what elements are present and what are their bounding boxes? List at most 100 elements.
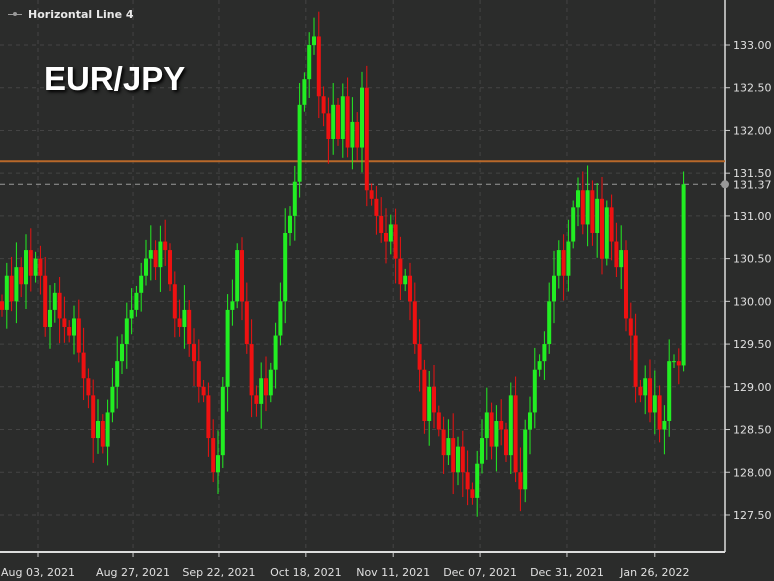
y-tick-label: 132.00 (733, 124, 772, 137)
candle-down (422, 359, 427, 434)
candle-body (648, 378, 652, 413)
candle-body (417, 344, 422, 370)
candle-down (38, 245, 43, 295)
candle-body (283, 232, 288, 302)
candle-down (168, 243, 172, 292)
candle-up (134, 285, 139, 317)
candle-body (105, 412, 110, 447)
candle-body (4, 275, 9, 310)
candle-body (115, 361, 120, 387)
candle-body (124, 318, 129, 345)
candle-body (393, 224, 398, 259)
candle-down (499, 399, 504, 446)
candle-body (28, 250, 33, 276)
candle-down (355, 112, 360, 161)
y-tick-label: 127.50 (733, 509, 772, 522)
legend[interactable]: Horizontal Line 4 (8, 8, 134, 21)
candle-body (268, 369, 273, 396)
candle-body (249, 344, 254, 396)
x-tick-label: Sep 22, 2021 (182, 566, 255, 579)
candle-up (312, 17, 316, 55)
candle-up (48, 285, 52, 349)
candle-body (76, 318, 81, 353)
candle-down (187, 300, 192, 357)
candle-down (432, 365, 436, 429)
candle-up (360, 71, 364, 173)
candle-down (561, 234, 566, 301)
candle-up (115, 336, 120, 409)
candle-body (628, 318, 633, 336)
candle-down (379, 197, 384, 243)
candle-down (9, 256, 14, 312)
candle-body (216, 455, 220, 473)
candle-up (350, 97, 355, 170)
candle-body (48, 309, 52, 327)
candle-body (489, 412, 494, 447)
candle-body (465, 472, 470, 490)
candle-up (139, 262, 144, 312)
candle-body (384, 232, 388, 242)
candle-down (436, 405, 441, 437)
candle-body (230, 301, 235, 310)
candle-body (576, 190, 580, 208)
candle-down (504, 422, 508, 462)
candle-down (19, 257, 24, 298)
candle-body (278, 301, 283, 336)
candle-up (283, 208, 288, 324)
candle-up (268, 362, 273, 403)
candle-body (264, 378, 268, 396)
candle-down (192, 328, 196, 386)
candle-body (518, 472, 523, 490)
candle-down (374, 185, 379, 235)
last-price-label: 131.37 (733, 178, 772, 191)
candle-body (436, 412, 441, 430)
candle-body (336, 104, 340, 139)
candle-up (403, 268, 408, 292)
horizontal-line-icon (8, 12, 22, 16)
candle-up (456, 436, 460, 486)
candle-body (561, 250, 566, 276)
candle-down (240, 237, 244, 321)
candle-down (81, 327, 86, 401)
candle-down (163, 219, 168, 266)
candle-down (648, 359, 652, 423)
candle-body (120, 344, 124, 362)
candle-body (196, 361, 201, 387)
x-tick-label: Nov 11, 2021 (356, 566, 430, 579)
candle-body (432, 386, 436, 413)
x-tick-label: Jan 26, 2022 (619, 566, 689, 579)
candle-up (619, 225, 624, 289)
candle-body (571, 207, 576, 242)
candle-body (408, 275, 412, 302)
y-tick-label: 130.00 (733, 295, 772, 308)
candle-down (364, 65, 369, 207)
x-tick-label: Dec 31, 2021 (530, 566, 604, 579)
candle-up (494, 405, 499, 472)
candle-up (105, 399, 110, 466)
candle-up (484, 387, 489, 460)
candle-up (297, 83, 302, 198)
candle-body (144, 258, 148, 276)
candle-up (24, 234, 28, 310)
candle-up (571, 200, 576, 249)
candle-body (676, 361, 681, 366)
candle-up (662, 405, 667, 455)
candle-body (484, 412, 489, 439)
candle-body (67, 326, 72, 336)
candle-body (446, 438, 451, 456)
candle-up (148, 225, 153, 281)
candle-body (633, 335, 638, 387)
candle-up (278, 282, 283, 346)
candle-down (172, 271, 177, 338)
candle-up (302, 72, 307, 112)
candle-up (547, 282, 552, 354)
chart-title: EUR/JPY (44, 60, 186, 97)
candle-up (532, 347, 537, 429)
candle-body (33, 258, 38, 276)
candle-down (417, 319, 422, 392)
candle-up (216, 430, 220, 495)
candle-down (86, 368, 91, 409)
candle-body (38, 258, 43, 276)
